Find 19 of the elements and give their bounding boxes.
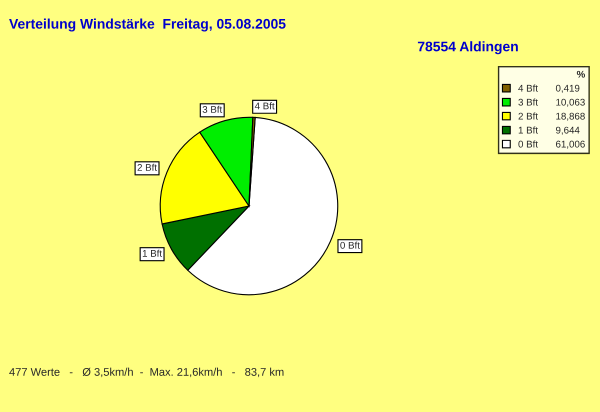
slice-label: 3 Bft [202,106,222,113]
slice-label: 4 Bft [254,102,275,110]
data-label: 10,063 [556,98,585,107]
data-label: 0,419 [556,84,580,93]
slice-label: 2 Bft [138,164,157,171]
legend-label: 1 Bft [518,126,538,134]
legend-label: 2 Bft [518,112,538,120]
chart-title: Verteilung Windstärke Freitag, 05.08.2005 [9,18,286,32]
legend-label: 3 Bft [518,98,538,106]
legend-label: 0 Bft [518,140,538,148]
data-label: 9,644 [556,126,580,135]
legend-label: 4 Bft [518,84,538,92]
slice-label: 0 Bft [340,242,360,249]
text: 477 Werte - Ø 3,5km/h - Max. 21,6km/h - 83,7 km [9,368,284,378]
data-label: 61,006 [556,140,585,149]
chart-subtitle: 78554 Aldingen [418,41,518,54]
data-label: 18,868 [556,112,585,121]
legend-title: % [576,70,585,78]
slice-label: 1 Bft [142,250,162,257]
